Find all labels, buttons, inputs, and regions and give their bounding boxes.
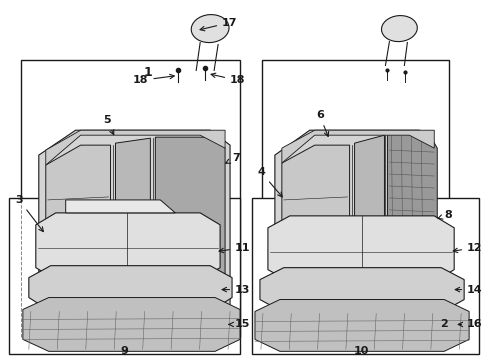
Polygon shape: [254, 300, 468, 351]
Text: 7: 7: [225, 153, 239, 163]
Text: 9: 9: [120, 346, 128, 356]
Polygon shape: [251, 198, 478, 354]
Polygon shape: [274, 130, 433, 324]
Polygon shape: [46, 145, 110, 318]
Text: 6: 6: [315, 110, 328, 136]
Polygon shape: [36, 213, 220, 280]
Text: 3: 3: [15, 195, 43, 231]
Polygon shape: [46, 130, 224, 165]
Text: 12: 12: [452, 243, 482, 253]
Polygon shape: [21, 60, 240, 337]
Polygon shape: [9, 198, 240, 354]
Text: 5: 5: [102, 115, 114, 135]
Text: 18: 18: [211, 73, 245, 85]
Text: 15: 15: [228, 319, 250, 329]
Polygon shape: [260, 268, 463, 312]
Text: 17: 17: [200, 18, 237, 31]
Polygon shape: [354, 135, 384, 298]
Text: 4: 4: [257, 167, 282, 197]
Polygon shape: [155, 137, 224, 319]
Polygon shape: [39, 130, 229, 329]
Text: 13: 13: [222, 284, 250, 294]
Polygon shape: [267, 216, 453, 282]
Text: 11: 11: [219, 243, 250, 253]
Polygon shape: [65, 200, 175, 213]
Text: 16: 16: [457, 319, 482, 329]
Text: 2: 2: [440, 319, 447, 329]
Polygon shape: [115, 138, 150, 302]
Text: 1: 1: [143, 66, 152, 79]
Text: 14: 14: [454, 284, 482, 294]
Polygon shape: [29, 266, 232, 311]
Ellipse shape: [381, 15, 416, 42]
Text: 10: 10: [353, 346, 368, 356]
Polygon shape: [386, 134, 436, 318]
Polygon shape: [262, 60, 448, 329]
Text: 18: 18: [133, 74, 174, 85]
Polygon shape: [281, 130, 433, 163]
Polygon shape: [39, 315, 229, 339]
Polygon shape: [281, 145, 349, 315]
Polygon shape: [274, 305, 433, 332]
Text: 8: 8: [437, 210, 451, 220]
Polygon shape: [23, 298, 240, 351]
Ellipse shape: [191, 15, 228, 42]
